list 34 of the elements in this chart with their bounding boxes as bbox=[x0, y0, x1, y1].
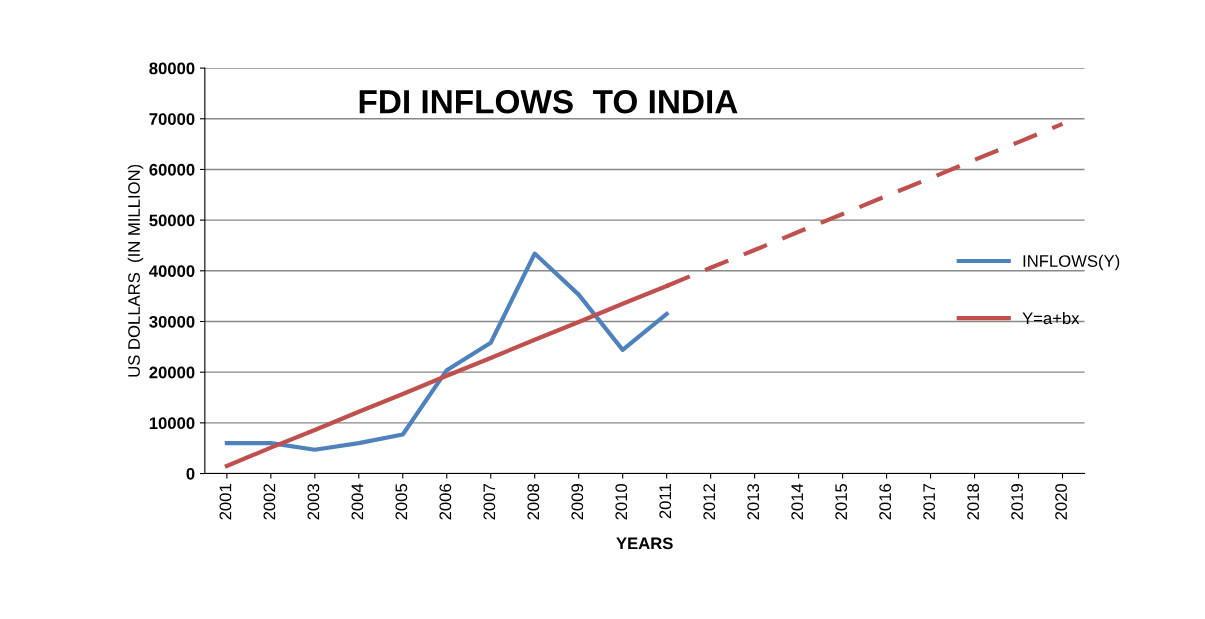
x-tick-label: 2006 bbox=[439, 483, 452, 520]
x-axis-title: YEARS bbox=[616, 537, 673, 550]
y-tick-label: 40000 bbox=[149, 265, 195, 278]
y-tick-label: 70000 bbox=[149, 113, 195, 125]
y-tick-label: 20000 bbox=[149, 366, 195, 379]
y-axis-title: US DOLLARS (IN MILLION) bbox=[127, 164, 144, 377]
x-tick-label: 2018 bbox=[967, 483, 980, 520]
x-tick-label: 2009 bbox=[571, 484, 584, 520]
legend-label: INFLOWS(Y) bbox=[1023, 254, 1120, 271]
x-tick-label: 2004 bbox=[351, 483, 364, 520]
x-tick-label: 2017 bbox=[923, 484, 936, 520]
y-tick-label: 10000 bbox=[149, 417, 195, 430]
text: FDI INFLOWS TO INDIA bbox=[359, 89, 738, 114]
x-tick-label: 2015 bbox=[835, 483, 848, 520]
y-tick-label: 30000 bbox=[149, 315, 195, 328]
x-tick-label: 2013 bbox=[747, 483, 760, 520]
x-tick-label: 2003 bbox=[307, 483, 320, 520]
y-tick-label: 0 bbox=[186, 467, 195, 480]
x-tick-label: 2007 bbox=[483, 484, 496, 520]
x-tick-label: 2020 bbox=[1055, 483, 1067, 520]
x-tick-label: 2012 bbox=[703, 484, 716, 520]
x-tick-label: 2008 bbox=[527, 483, 540, 520]
x-tick-label: 2011 bbox=[659, 484, 672, 519]
x-tick-label: 2010 bbox=[615, 483, 628, 520]
x-tick-label: 2005 bbox=[395, 483, 408, 520]
x-tick-label: 2001 bbox=[219, 484, 232, 520]
x-tick-label: 2016 bbox=[879, 483, 892, 520]
y-tick-label: 50000 bbox=[149, 214, 195, 227]
x-tick-label: 2019 bbox=[1011, 484, 1023, 520]
x-tick-label: 2014 bbox=[791, 483, 804, 520]
x-tick-label: 2002 bbox=[263, 484, 276, 520]
y-tick-label: 60000 bbox=[149, 163, 195, 176]
legend-label: Y=a+bx bbox=[1022, 311, 1080, 325]
y-tick-label: 80000 bbox=[149, 62, 195, 75]
